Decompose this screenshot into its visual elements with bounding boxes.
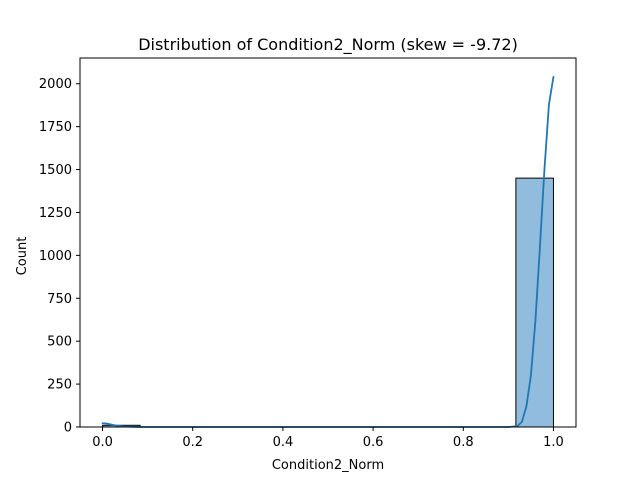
y-tick-label-0: 0 [64,421,72,436]
x-axis-label: Condition2_Norm [272,458,384,473]
y-tick-label-5: 1250 [39,206,72,221]
x-tick-label-5: 1.0 [543,435,564,450]
chart-title: Distribution of Condition2_Norm (skew = … [138,35,518,55]
y-tick-label-8: 2000 [39,77,72,92]
y-tick-label-7: 1750 [39,120,72,135]
x-tick-label-4: 0.8 [453,435,474,450]
y-tick-label-3: 750 [47,292,72,307]
axis-ticks: 0.0 0.2 0.4 0.6 0.8 1.0 0 250 500 750 1000 1250 1500… [39,77,564,450]
plot-area [79,57,577,428]
kde-line [101,75,555,428]
x-tick-label-1: 0.2 [182,435,203,450]
y-tick-label-2: 500 [47,335,72,350]
axes-frame [79,57,577,428]
y-tick-label-6: 1500 [39,163,72,178]
y-tick-label-1: 250 [47,378,72,393]
y-axis-label: Count [15,237,30,276]
y-tick-label-4: 1000 [39,249,72,264]
x-tick-label-2: 0.4 [273,435,294,450]
x-tick-label-3: 0.6 [363,435,384,450]
histogram-bar-11 [515,177,554,428]
x-tick-label-0: 0.0 [92,435,113,450]
